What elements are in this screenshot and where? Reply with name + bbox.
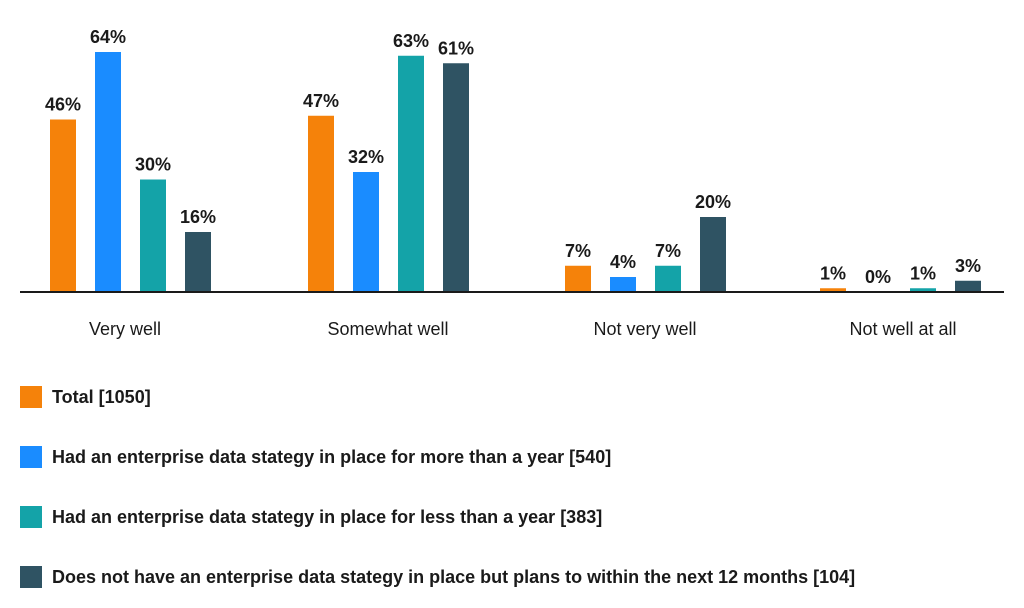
legend-item-less-than-year: Had an enterprise data stategy in place … xyxy=(20,503,855,531)
value-label-not-well-at-all-series-2: 0% xyxy=(865,267,891,287)
value-label-very-well-series-3: 30% xyxy=(135,155,171,175)
bar-very-well-series-3 xyxy=(140,179,166,292)
category-label-somewhat-well: Somewhat well xyxy=(327,319,448,339)
bar-somewhat-well-series-1 xyxy=(308,115,334,292)
value-label-not-well-at-all-series-3: 1% xyxy=(910,263,936,283)
legend-label-total: Total [1050] xyxy=(52,386,151,407)
legend-swatch-plans-next-12-months xyxy=(20,566,42,588)
bar-very-well-series-1 xyxy=(50,119,76,292)
value-label-somewhat-well-series-2: 32% xyxy=(348,147,384,167)
bar-not-very-well-series-1 xyxy=(565,265,591,292)
value-label-not-very-well-series-3: 7% xyxy=(655,241,681,261)
bar-not-very-well-series-2 xyxy=(610,277,636,292)
category-label-not-well-at-all: Not well at all xyxy=(849,319,956,339)
bar-not-well-at-all-series-4 xyxy=(955,280,981,292)
bar-not-very-well-series-3 xyxy=(655,265,681,292)
value-label-somewhat-well-series-1: 47% xyxy=(303,91,339,111)
legend-swatch-total xyxy=(20,386,42,408)
value-label-somewhat-well-series-3: 63% xyxy=(393,31,429,51)
category-label-not-very-well: Not very well xyxy=(593,319,696,339)
grouped-bar-chart: 46% 64% 30% 16% 47% 32% 63% 61% 7% 4% 7% 20% 1% 0% 1% 3… xyxy=(20,27,1004,339)
legend-swatch-more-than-year xyxy=(20,446,42,468)
bar-somewhat-well-series-2 xyxy=(353,172,379,292)
value-label-not-very-well-series-2: 4% xyxy=(610,252,636,272)
bar-very-well-series-2 xyxy=(95,52,121,292)
legend-item-more-than-year: Had an enterprise data stategy in place … xyxy=(20,443,855,471)
bar-not-very-well-series-4 xyxy=(700,217,726,292)
value-label-not-very-well-series-4: 20% xyxy=(695,192,731,212)
value-label-not-well-at-all-series-4: 3% xyxy=(955,256,981,276)
legend-label-less-than-year: Had an enterprise data stategy in place … xyxy=(52,506,603,527)
legend-swatch-less-than-year xyxy=(20,506,42,528)
category-label-very-well: Very well xyxy=(89,319,161,339)
legend-item-total: Total [1050] xyxy=(20,383,855,411)
bar-very-well-series-4 xyxy=(185,232,211,292)
value-labels-layer: 46% 64% 30% 16% 47% 32% 63% 61% 7% 4% 7% 20% 1% 0% 1% 3… xyxy=(45,27,981,287)
legend-item-plans-next-12-months: Does not have an enterprise data stategy… xyxy=(20,563,855,591)
value-label-very-well-series-1: 46% xyxy=(45,95,81,115)
legend-label-more-than-year: Had an enterprise data stategy in place … xyxy=(52,446,612,467)
value-label-very-well-series-2: 64% xyxy=(90,27,126,47)
bar-somewhat-well-series-3 xyxy=(398,55,424,292)
value-label-not-very-well-series-1: 7% xyxy=(565,241,591,261)
bar-somewhat-well-series-4 xyxy=(443,63,469,292)
legend-label-plans-next-12-months: Does not have an enterprise data stategy… xyxy=(52,566,856,587)
bar-not-well-at-all-series-3 xyxy=(910,288,936,292)
value-label-somewhat-well-series-4: 61% xyxy=(438,38,474,58)
legend: Total [1050] Had an enterprise data stat… xyxy=(20,383,855,591)
bar-not-well-at-all-series-1 xyxy=(820,288,846,292)
value-label-not-well-at-all-series-1: 1% xyxy=(820,263,846,283)
category-labels-layer: Very well Somewhat well Not very well Not w… xyxy=(89,319,957,339)
bars-layer xyxy=(50,52,981,292)
value-label-very-well-series-4: 16% xyxy=(180,207,216,227)
